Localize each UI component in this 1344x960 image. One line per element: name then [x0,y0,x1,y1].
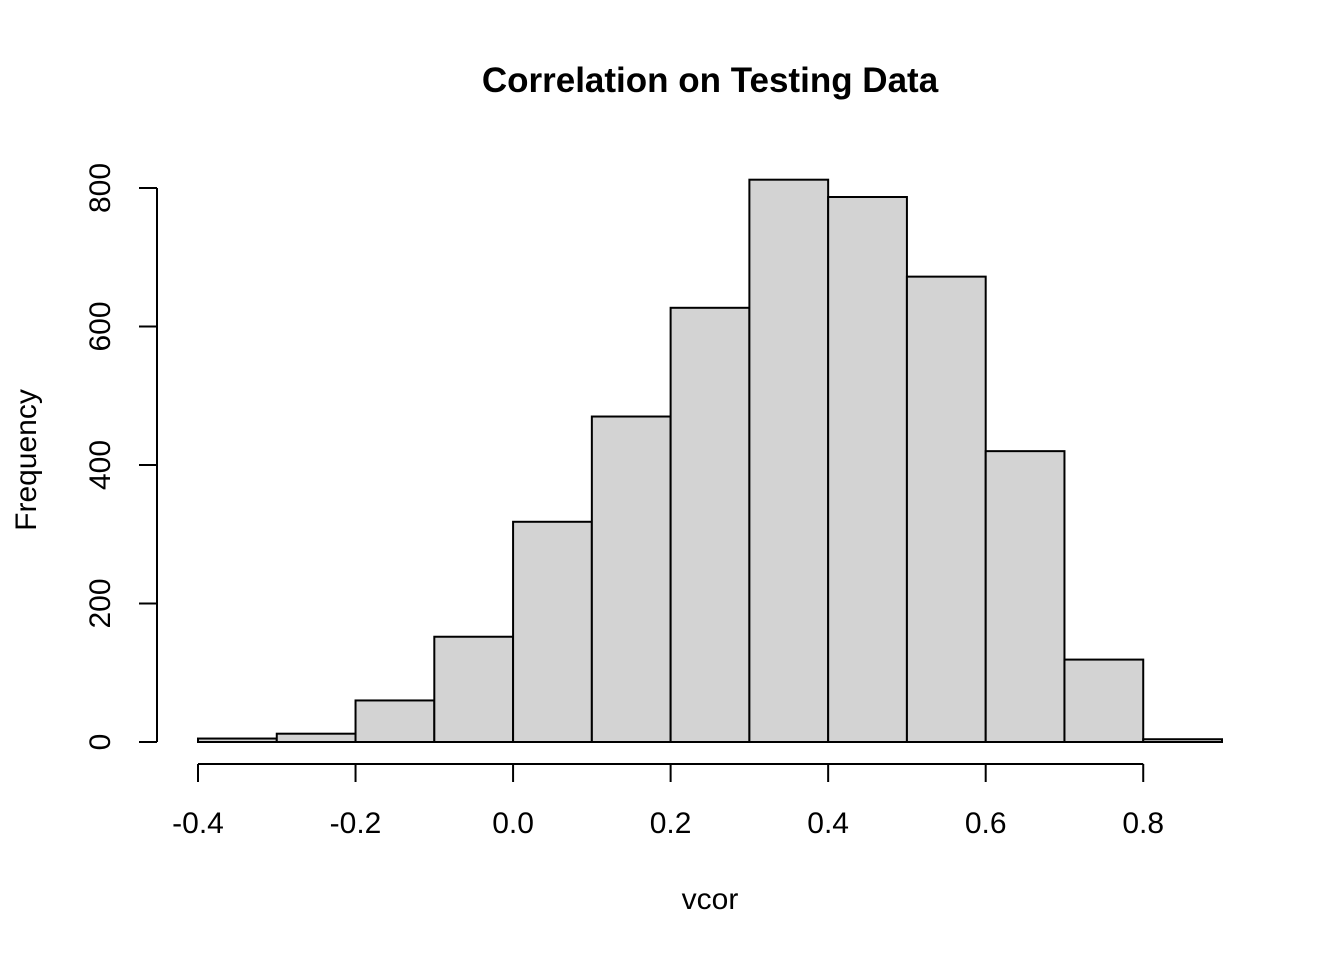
y-axis: 0 200 400 600 800 [84,163,158,751]
chart-title: Correlation on Testing Data [482,61,939,100]
histogram-bar [433,635,515,743]
x-tick-label: -0.2 [330,807,382,840]
histogram-bar [669,306,751,743]
x-tick-label: 0.0 [492,807,534,840]
x-tick-label: -0.4 [172,807,224,840]
histogram-bar [748,178,830,743]
x-axis-label: vcor [682,883,739,916]
x-tick-label: 0.8 [1122,807,1164,840]
histogram-bar [1063,658,1145,744]
x-axis: -0.4 -0.2 0.0 0.2 0.4 0.6 0.8 [172,763,1164,840]
histogram-bar [1142,738,1223,743]
histogram-bar [197,737,278,743]
y-tick-label: 0 [84,734,117,751]
y-tick-label: 600 [84,301,117,351]
histogram-bar [275,732,357,744]
histogram-bar [590,415,672,743]
histogram-bars [197,178,1223,744]
histogram-bar [984,450,1066,743]
y-tick-label: 200 [84,578,117,628]
histogram-bar [512,520,593,743]
x-tick-label: 0.6 [965,807,1007,840]
x-tick-label: 0.4 [807,807,849,840]
y-tick-label: 400 [84,440,117,490]
x-tick-label: 0.2 [650,807,692,840]
histogram-bar [905,275,987,743]
histogram-bar [827,196,908,743]
y-tick-label: 800 [84,163,117,213]
y-axis-label: Frequency [10,389,43,531]
histogram-bar [354,699,436,744]
